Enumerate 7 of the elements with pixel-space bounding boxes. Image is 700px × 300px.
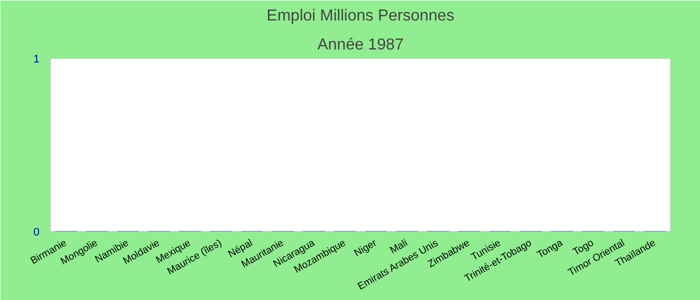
chart-title: Emploi Millions Personnes <box>266 8 454 24</box>
chart-subtitle: Année 1987 <box>317 36 404 54</box>
y-tick-label: 1 <box>33 54 40 66</box>
x-tick-label: Niger <box>352 237 380 260</box>
x-tick-label: Tonga <box>536 238 566 261</box>
y-tick-label: 0 <box>33 226 40 238</box>
x-tick-label: Mali <box>388 238 410 256</box>
